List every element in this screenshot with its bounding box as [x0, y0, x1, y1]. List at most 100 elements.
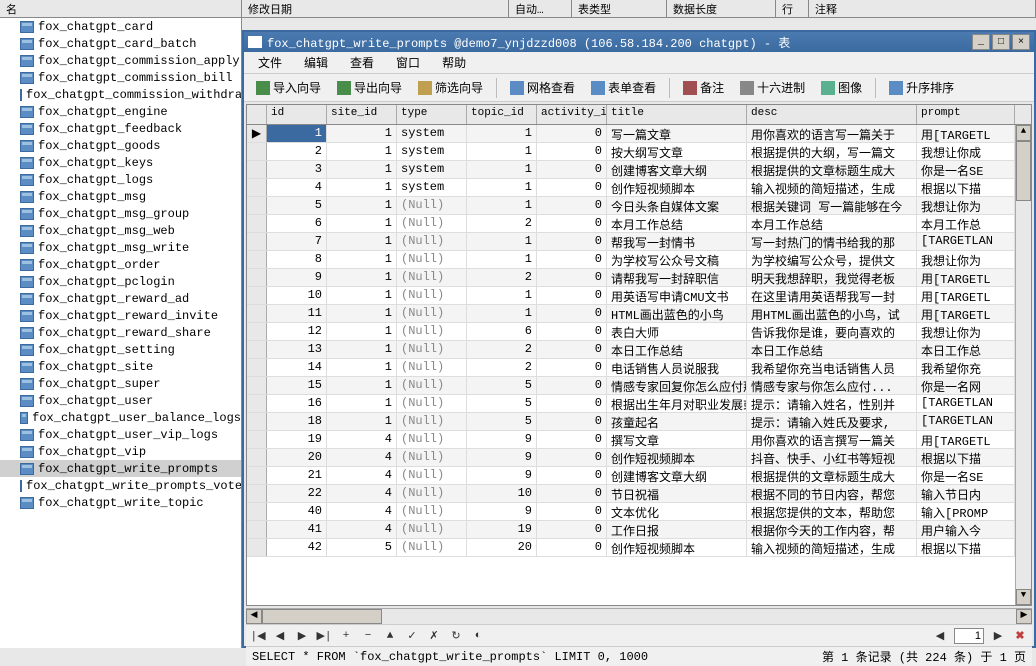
row-marker[interactable]	[247, 269, 267, 286]
cell-prompt[interactable]: 我想让你成	[917, 143, 1015, 160]
row-marker[interactable]	[247, 179, 267, 196]
cell-activity-id[interactable]: 0	[537, 413, 607, 430]
cell-id[interactable]: 16	[267, 395, 327, 412]
scroll-thumb[interactable]	[1016, 141, 1031, 201]
cell-topic-id[interactable]: 9	[467, 467, 537, 484]
row-marker[interactable]	[247, 503, 267, 520]
tree-item[interactable]: fox_chatgpt_commission_apply	[0, 52, 241, 69]
cell-desc[interactable]: 用你喜欢的语言写一篇关于	[747, 125, 917, 142]
table-row[interactable]: 61(Null)20本月工作总结本月工作总结本月工作总	[247, 215, 1031, 233]
tree-item[interactable]: fox_chatgpt_vip	[0, 443, 241, 460]
cell-type[interactable]: system	[397, 143, 467, 160]
col-site-id[interactable]: site_id	[327, 105, 397, 124]
cell-id[interactable]: 10	[267, 287, 327, 304]
table-row[interactable]: 71(Null)10帮我写一封情书写一封热门的情书给我的那[TARGETLAN	[247, 233, 1031, 251]
cell-prompt[interactable]: 我想让你为	[917, 251, 1015, 268]
cell-site-id[interactable]: 1	[327, 125, 397, 142]
cell-title[interactable]: 写一篇文章	[607, 125, 747, 142]
menu-item[interactable]: 窗口	[386, 52, 430, 73]
memo-button[interactable]: 备注	[677, 76, 730, 99]
cell-site-id[interactable]: 1	[327, 215, 397, 232]
col-comment[interactable]: 注释	[809, 0, 1036, 17]
tree-item[interactable]: fox_chatgpt_write_topic	[0, 494, 241, 511]
export-wizard-button[interactable]: 导出向导	[331, 76, 408, 99]
col-auto[interactable]: 自动…	[509, 0, 572, 17]
table-row[interactable]: 111(Null)10HTML画出蓝色的小鸟用HTML画出蓝色的小鸟，试用[TA…	[247, 305, 1031, 323]
cell-topic-id[interactable]: 2	[467, 359, 537, 376]
cell-type[interactable]: (Null)	[397, 287, 467, 304]
cell-activity-id[interactable]: 0	[537, 521, 607, 538]
table-row[interactable]: 224(Null)100节日祝福根据不同的节日内容，帮您输入节日内	[247, 485, 1031, 503]
cell-topic-id[interactable]: 2	[467, 341, 537, 358]
tree-item[interactable]: fox_chatgpt_write_prompts	[0, 460, 241, 477]
filter-wizard-button[interactable]: 筛选向导	[412, 76, 489, 99]
horizontal-scrollbar[interactable]: ◀ ▶	[246, 608, 1032, 624]
table-row[interactable]: 121(Null)60表白大师告诉我你是谁，要向喜欢的我想让你为	[247, 323, 1031, 341]
row-marker-header[interactable]	[247, 105, 267, 124]
cell-desc[interactable]: 根据提供的大纲，写一篇文	[747, 143, 917, 160]
table-row[interactable]: 141(Null)20电话销售人员说服我我希望你充当电话销售人员我希望你充	[247, 359, 1031, 377]
cell-prompt[interactable]: 用[TARGETL	[917, 269, 1015, 286]
minimize-button[interactable]: _	[972, 34, 990, 50]
cell-desc[interactable]: 抖音、快手、小红书等短视	[747, 449, 917, 466]
cell-title[interactable]: 创作短视频脚本	[607, 449, 747, 466]
cell-prompt[interactable]: 你是一名SE	[917, 467, 1015, 484]
col-rows[interactable]: 行	[776, 0, 809, 17]
cell-type[interactable]: (Null)	[397, 341, 467, 358]
tree-item[interactable]: fox_chatgpt_msg_group	[0, 205, 241, 222]
cell-topic-id[interactable]: 2	[467, 215, 537, 232]
cell-desc[interactable]: 根据提供的文章标题生成大	[747, 467, 917, 484]
cell-desc[interactable]: 提示：请输入姓名，性别并	[747, 395, 917, 412]
table-row[interactable]: 101(Null)10用英语写申请CMU文书在这里请用英语帮我写一封用[TARG…	[247, 287, 1031, 305]
cell-title[interactable]: 本月工作总结	[607, 215, 747, 232]
cell-topic-id[interactable]: 2	[467, 269, 537, 286]
table-row[interactable]: 91(Null)20请帮我写一封辞职信明天我想辞职，我觉得老板用[TARGETL	[247, 269, 1031, 287]
table-row[interactable]: 425(Null)200创作短视频脚本输入视频的简短描述，生成根据以下描	[247, 539, 1031, 557]
cell-title[interactable]: 撰写文章	[607, 431, 747, 448]
cell-type[interactable]: system	[397, 161, 467, 178]
tree-item[interactable]: fox_chatgpt_card	[0, 18, 241, 35]
cell-id[interactable]: 20	[267, 449, 327, 466]
cell-activity-id[interactable]: 0	[537, 161, 607, 178]
tree-item[interactable]: fox_chatgpt_engine	[0, 103, 241, 120]
cell-title[interactable]: 用英语写申请CMU文书	[607, 287, 747, 304]
cell-desc[interactable]: 输入视频的简短描述，生成	[747, 179, 917, 196]
cell-id[interactable]: 8	[267, 251, 327, 268]
nav-add-button[interactable]: +	[338, 628, 354, 644]
cell-topic-id[interactable]: 20	[467, 539, 537, 556]
cell-desc[interactable]: 在这里请用英语帮我写一封	[747, 287, 917, 304]
cell-topic-id[interactable]: 1	[467, 251, 537, 268]
cell-type[interactable]: (Null)	[397, 503, 467, 520]
cell-desc[interactable]: 输入视频的简短描述，生成	[747, 539, 917, 556]
page-next-button[interactable]: ▶	[990, 628, 1006, 644]
cell-prompt[interactable]: 我希望你充	[917, 359, 1015, 376]
cell-type[interactable]: (Null)	[397, 359, 467, 376]
cell-site-id[interactable]: 4	[327, 521, 397, 538]
cell-site-id[interactable]: 1	[327, 377, 397, 394]
cell-activity-id[interactable]: 0	[537, 287, 607, 304]
cell-prompt[interactable]: 输入节日内	[917, 485, 1015, 502]
tree-item[interactable]: fox_chatgpt_setting	[0, 341, 241, 358]
cell-type[interactable]: (Null)	[397, 269, 467, 286]
cell-title[interactable]: 今日头条自媒体文案	[607, 197, 747, 214]
tree-item[interactable]: fox_chatgpt_msg	[0, 188, 241, 205]
cell-title[interactable]: 情感专家回复你怎么应付那	[607, 377, 747, 394]
cell-site-id[interactable]: 1	[327, 143, 397, 160]
cell-activity-id[interactable]: 0	[537, 305, 607, 322]
cell-activity-id[interactable]: 0	[537, 143, 607, 160]
row-marker[interactable]	[247, 215, 267, 232]
cell-topic-id[interactable]: 1	[467, 233, 537, 250]
cell-site-id[interactable]: 4	[327, 449, 397, 466]
col-activity-id[interactable]: activity_id	[537, 105, 607, 124]
cell-site-id[interactable]: 1	[327, 413, 397, 430]
tree-item[interactable]: fox_chatgpt_reward_invite	[0, 307, 241, 324]
cell-prompt[interactable]: [TARGETLAN	[917, 395, 1015, 412]
cell-id[interactable]: 9	[267, 269, 327, 286]
cell-activity-id[interactable]: 0	[537, 359, 607, 376]
cell-title[interactable]: 创建博客文章大纲	[607, 467, 747, 484]
row-marker[interactable]	[247, 305, 267, 322]
tree-item[interactable]: fox_chatgpt_site	[0, 358, 241, 375]
cell-type[interactable]: (Null)	[397, 323, 467, 340]
cell-activity-id[interactable]: 0	[537, 431, 607, 448]
scroll-down-button[interactable]: ▼	[1016, 589, 1031, 605]
